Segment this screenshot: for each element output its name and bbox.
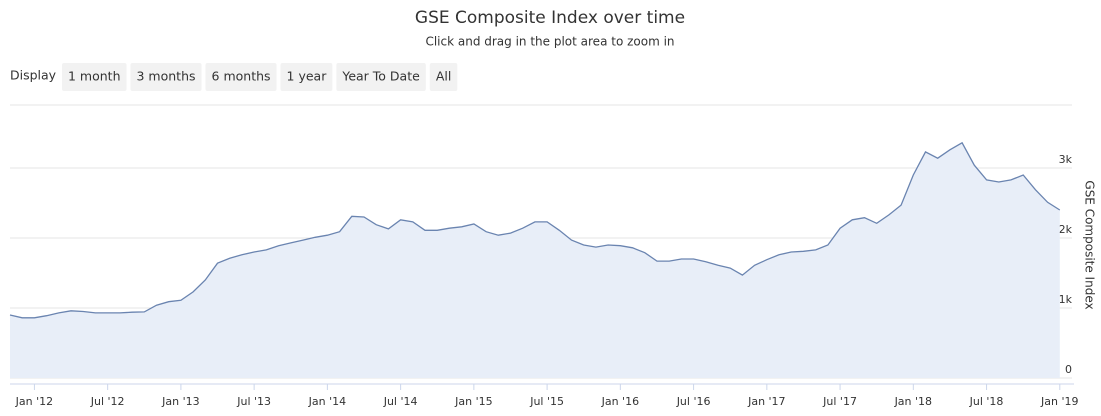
range-button-label[interactable]: 6 months xyxy=(212,69,271,84)
range-button[interactable] xyxy=(280,63,333,91)
area-line xyxy=(9,141,1061,319)
range-button-label[interactable]: 1 year xyxy=(287,69,328,84)
range-button[interactable] xyxy=(130,63,202,91)
x-tick-label: Jul '12 xyxy=(90,395,125,408)
range-button[interactable] xyxy=(205,63,277,91)
y-tick-label: 0 xyxy=(1065,363,1072,376)
range-button-label[interactable]: All xyxy=(436,69,452,84)
chart-title: GSE Composite Index over time xyxy=(415,8,685,28)
range-button[interactable] xyxy=(429,63,458,91)
x-tick-label: Jan '16 xyxy=(601,395,639,408)
x-tick-label: Jul '16 xyxy=(676,395,711,408)
x-tick-label: Jan '14 xyxy=(308,395,346,408)
x-tick-label: Jul '18 xyxy=(969,395,1004,408)
area-fill xyxy=(10,142,1060,378)
x-tick-label: Jul '15 xyxy=(529,395,564,408)
x-tick-label: Jul '13 xyxy=(236,395,271,408)
x-tick-label: Jan '15 xyxy=(454,395,492,408)
y-tick-label: 3k xyxy=(1059,153,1073,166)
range-button-label[interactable]: 3 months xyxy=(137,69,196,84)
range-label: Display xyxy=(10,68,57,83)
x-tick-label: Jul '14 xyxy=(383,395,418,408)
x-tick-label: Jan '12 xyxy=(15,395,53,408)
x-tick-label: Jul '17 xyxy=(822,395,857,408)
range-button-label[interactable]: 1 month xyxy=(68,69,121,84)
x-tick-label: Jan '18 xyxy=(894,395,932,408)
y-axis-title: GSE Composite Index xyxy=(1083,180,1097,309)
x-tick-label: Jan '17 xyxy=(747,395,785,408)
range-button[interactable] xyxy=(62,63,127,91)
x-tick-label: Jan '19 xyxy=(1040,395,1078,408)
y-tick-label: 1k xyxy=(1059,293,1073,306)
range-button[interactable] xyxy=(336,63,426,91)
chart-subtitle: Click and drag in the plot area to zoom … xyxy=(425,35,674,49)
y-tick-label: 2k xyxy=(1059,223,1073,236)
x-tick-label: Jan '13 xyxy=(161,395,199,408)
range-button-label[interactable]: Year To Date xyxy=(341,69,420,84)
